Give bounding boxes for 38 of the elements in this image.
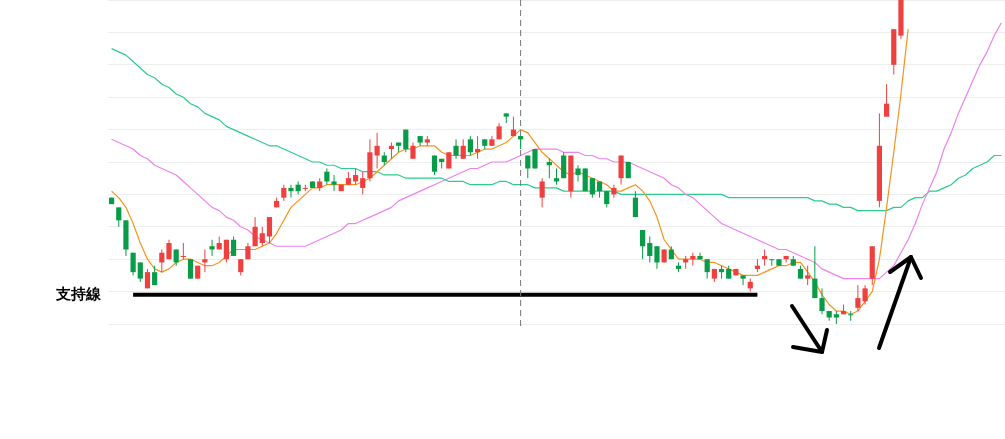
candlestick [618, 155, 624, 186]
candlestick [252, 216, 258, 247]
candlestick [374, 132, 380, 169]
candlestick [647, 236, 653, 263]
candlestick [769, 258, 775, 267]
candlestick [855, 284, 861, 312]
candlestick [654, 245, 660, 270]
candlestick [740, 274, 746, 286]
candlestick [862, 284, 868, 306]
candlestick [360, 171, 366, 195]
candlestick [589, 177, 595, 199]
candlestick [805, 265, 811, 286]
candlestick [561, 151, 567, 179]
text: 支持線 [55, 284, 103, 303]
candlestick [460, 138, 466, 160]
candlestick [467, 135, 473, 157]
candlestick [640, 229, 646, 260]
candlestick [230, 236, 237, 257]
candlestick [812, 245, 818, 299]
candlestick [209, 239, 215, 257]
candlestick [539, 177, 545, 208]
candlestick [575, 164, 581, 182]
candlestick [611, 184, 617, 199]
candlestick [288, 184, 294, 199]
candlestick [116, 206, 122, 228]
candlestick [180, 242, 186, 260]
candlestick [704, 258, 710, 280]
candlestick [187, 258, 194, 280]
candlestick [137, 261, 143, 283]
candlestick [632, 190, 639, 218]
candlestick [453, 138, 459, 160]
candlestick [331, 174, 337, 192]
candlestick [259, 226, 265, 247]
candlestick [819, 287, 825, 315]
candlestick [848, 310, 854, 322]
candlestick [697, 252, 703, 260]
candlestick [266, 216, 273, 244]
candlestick [884, 83, 890, 118]
